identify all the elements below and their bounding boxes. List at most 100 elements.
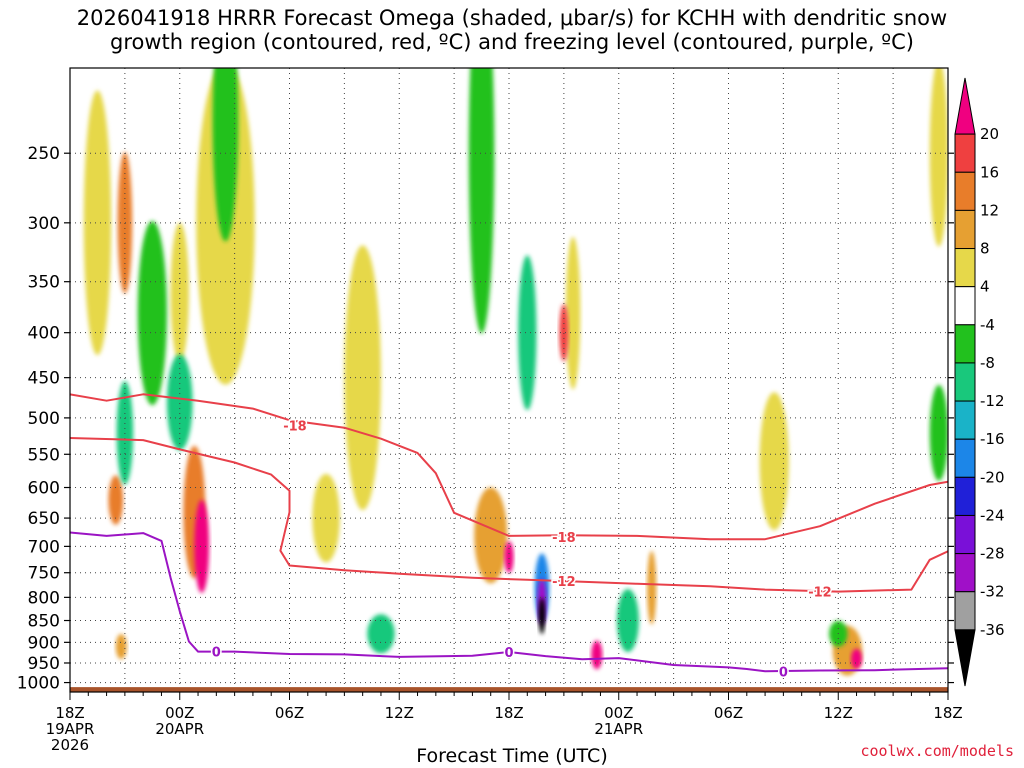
- y-axis: 2503003504004505005506006507007508008509…: [17, 144, 954, 694]
- y-tick-label-300: 300: [28, 214, 60, 234]
- x-tick-label-0-0: 18Z: [55, 704, 84, 722]
- contour-label-0: -18: [283, 419, 307, 434]
- colorbar-label-11: -28: [980, 545, 1005, 563]
- omega-region-14: [504, 541, 514, 574]
- contour-label-1: -18: [552, 531, 576, 546]
- chart-title: 2026041918 HRRR Forecast Omega (shaded, …: [0, 6, 1024, 54]
- contour-line-1: [70, 437, 948, 593]
- contour-line-0: [70, 393, 948, 541]
- colorbar-segment-1: [954, 133, 976, 173]
- x-tick-label-18-0: 12Z: [385, 704, 414, 722]
- colorbar-label-3: 8: [980, 240, 990, 258]
- title-line-2: growth region (contoured, red, ºC) and f…: [110, 30, 914, 54]
- omega-region-31: [367, 614, 395, 654]
- omega-region-11: [194, 499, 210, 593]
- colorbar-segment-2: [954, 171, 976, 211]
- colorbar-segment-12: [954, 553, 976, 593]
- omega-region-29: [616, 588, 639, 653]
- omega-region-15: [591, 640, 603, 670]
- x-tick-label-6-1: 20APR: [155, 720, 204, 738]
- x-tick-label-30-1: 21APR: [594, 720, 643, 738]
- omega-region-9: [759, 392, 789, 531]
- omega-region-23: [518, 255, 537, 411]
- y-tick-label-550: 550: [28, 445, 60, 465]
- colorbar-label-7: -12: [980, 392, 1005, 410]
- colorbar-label-1: 16: [980, 163, 999, 181]
- contour-label-2: -12: [552, 575, 576, 590]
- contour-label-6: 0: [779, 665, 788, 680]
- colorbar-segment-3: [954, 209, 976, 250]
- x-tick-label-0-1: 19APR: [46, 720, 95, 738]
- colorbar-cap-top: [954, 77, 976, 135]
- omega-region-18: [115, 633, 127, 660]
- x-tick-label-12-0: 06Z: [275, 704, 304, 722]
- colorbar-segment-4: [954, 248, 976, 288]
- y-tick-label-750: 750: [28, 564, 60, 584]
- x-tick-label-0-2: 2026: [51, 736, 89, 754]
- colorbar-segment-7: [954, 362, 976, 402]
- omega-region-12: [108, 475, 124, 525]
- x-axis-title: Forecast Time (UTC): [416, 745, 608, 767]
- omega-region-24: [116, 381, 134, 485]
- colorbar-label-10: -24: [980, 506, 1005, 524]
- terrain-band: [70, 687, 948, 692]
- omega-region-0: [83, 90, 112, 356]
- x-tick-label-6-0: 00Z: [165, 704, 194, 722]
- omega-region-1: [117, 152, 133, 294]
- omega-shading: [83, 68, 948, 676]
- colorbar-label-2: 12: [980, 201, 999, 219]
- contour-label-4: 0: [212, 646, 221, 661]
- omega-region-20: [212, 68, 239, 242]
- omega-region-2: [170, 222, 189, 363]
- contour-labels: -18 -18 -12 -12 0 0 0: [210, 418, 833, 682]
- omega-region-28: [538, 597, 546, 635]
- x-tick-label-36-0: 06Z: [714, 704, 743, 722]
- colorbar-segment-13: [954, 591, 976, 631]
- omega-region-13: [474, 487, 508, 584]
- contour-label-5: 0: [504, 646, 513, 661]
- omega-region-21: [137, 220, 167, 406]
- y-tick-label-1000: 1000: [17, 674, 60, 694]
- y-tick-label-400: 400: [28, 324, 60, 344]
- colorbar-label-4: 4: [980, 278, 990, 296]
- contour-line-2: [70, 531, 948, 673]
- contour-lines: [70, 393, 948, 673]
- omega-region-30: [929, 384, 948, 481]
- omega-region-19: [647, 550, 657, 625]
- y-tick-label-800: 800: [28, 588, 60, 608]
- omega-region-17: [851, 648, 863, 670]
- y-tick-label-450: 450: [28, 369, 60, 389]
- colorbar-segment-11: [954, 514, 976, 555]
- grid-lines: [70, 68, 948, 692]
- y-tick-label-250: 250: [28, 144, 60, 164]
- x-tick-label-30-0: 00Z: [604, 704, 633, 722]
- colorbar: 20 16 12 8 4 -4 -8 -12 -16 -20 -24 -28 -32 -36: [954, 77, 1005, 687]
- omega-region-7: [559, 303, 569, 362]
- y-tick-label-850: 850: [28, 612, 60, 632]
- omega-region-4: [344, 245, 381, 510]
- omega-region-25: [166, 354, 193, 451]
- colorbar-label-6: -8: [980, 354, 995, 372]
- colorbar-segment-6: [954, 324, 976, 364]
- colorbar-segment-9: [954, 438, 976, 478]
- omega-region-6: [565, 236, 581, 390]
- colorbar-label-12: -32: [980, 583, 1005, 601]
- omega-region-22: [468, 68, 495, 334]
- colorbar-segment-10: [954, 476, 976, 516]
- x-tick-label-24-0: 18Z: [494, 704, 523, 722]
- contour-label-3: -12: [808, 586, 832, 601]
- colorbar-label-13: -36: [980, 621, 1005, 639]
- colorbar-segment-8: [954, 400, 976, 440]
- x-tick-label-42-0: 12Z: [824, 704, 853, 722]
- colorbar-cap-bottom: [954, 629, 976, 687]
- colorbar-label-9: -20: [980, 468, 1005, 486]
- y-tick-label-900: 900: [28, 633, 60, 653]
- y-tick-label-650: 650: [28, 509, 60, 529]
- omega-region-5: [312, 473, 340, 563]
- colorbar-segment-5: [954, 286, 976, 326]
- omega-region-8: [929, 68, 948, 247]
- colorbar-label-8: -16: [980, 430, 1005, 448]
- colorbar-label-5: -4: [980, 316, 995, 334]
